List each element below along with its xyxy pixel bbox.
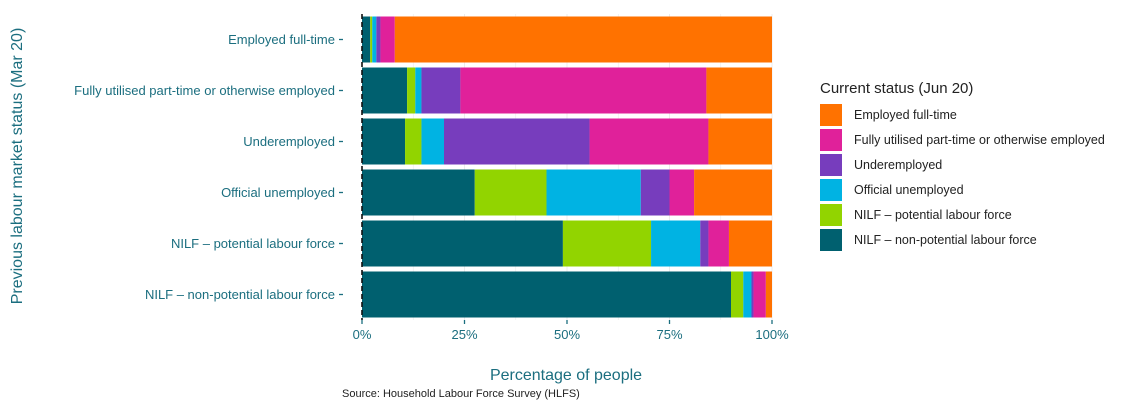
bar-segment	[651, 220, 701, 267]
y-tick-label: Fully utilised part-time or otherwise em…	[74, 83, 335, 98]
legend-swatch	[820, 104, 842, 126]
bar-segment	[380, 16, 395, 63]
bar-segment	[700, 220, 709, 267]
bar-segment	[372, 16, 377, 63]
legend-title: Current status (Jun 20)	[820, 80, 974, 97]
legend-swatch	[820, 154, 842, 176]
x-axis-title: Percentage of people	[490, 367, 642, 384]
y-tick-label: NILF – potential labour force	[171, 236, 335, 251]
bar-segment	[394, 16, 772, 63]
bar-segment	[706, 67, 772, 114]
bar-segment	[370, 16, 373, 63]
legend-swatch	[820, 229, 842, 251]
bar-segment	[362, 118, 406, 165]
x-tick-label: 100%	[755, 327, 789, 342]
legend-item: Employed full-time	[820, 104, 1135, 126]
bar-segment	[562, 220, 652, 267]
bar-segment	[474, 169, 547, 216]
bar-segment	[728, 220, 772, 267]
bar-segment	[362, 169, 475, 216]
bar-segment	[765, 271, 772, 318]
bar-segment	[376, 16, 381, 63]
x-tick-label: 75%	[656, 327, 682, 342]
legend-label: Fully utilised part-time or otherwise em…	[854, 133, 1105, 147]
legend-item: NILF – non-potential labour force	[820, 229, 1135, 251]
bar-segment	[362, 16, 371, 63]
bars	[362, 16, 772, 318]
bar-segment	[460, 67, 707, 114]
bar-segment	[753, 271, 766, 318]
x-tick-label: 0%	[353, 327, 372, 342]
bar-segment	[731, 271, 744, 318]
bar-segment	[405, 118, 422, 165]
legend-item: Official unemployed	[820, 179, 1135, 201]
legend-swatch	[820, 129, 842, 151]
bar-segment	[640, 169, 670, 216]
y-tick-label: Employed full-time	[228, 32, 335, 47]
bar-segment	[421, 118, 444, 165]
y-tick-label: NILF – non-potential labour force	[145, 287, 335, 302]
y-tick-label: Underemployed	[243, 134, 335, 149]
legend-swatch	[820, 204, 842, 226]
bar-segment	[362, 220, 563, 267]
legend: Current status (Jun 20) Employed full-ti…	[820, 80, 1135, 254]
legend-item: Fully utilised part-time or otherwise em…	[820, 129, 1135, 151]
bar-segment	[589, 118, 709, 165]
legend-item: NILF – potential labour force	[820, 204, 1135, 226]
bar-segment	[694, 169, 772, 216]
legend-label: NILF – non-potential labour force	[854, 233, 1037, 247]
source-note: Source: Household Labour Force Survey (H…	[342, 388, 580, 400]
x-tick-label: 25%	[451, 327, 477, 342]
bar-segment	[407, 67, 416, 114]
axes: Employed full-time Fully utilised part-ti…	[74, 14, 789, 342]
x-tick-label: 50%	[554, 327, 580, 342]
bar-segment	[546, 169, 641, 216]
bar-segment	[415, 67, 422, 114]
legend-label: NILF – potential labour force	[854, 208, 1012, 222]
legend-item: Underemployed	[820, 154, 1135, 176]
legend-items: Employed full-time Fully utilised part-ti…	[820, 104, 1135, 251]
bar-segment	[743, 271, 752, 318]
legend-label: Employed full-time	[854, 108, 957, 122]
bar-segment	[708, 118, 772, 165]
bar-segment	[362, 271, 731, 318]
bar-segment	[362, 67, 408, 114]
y-tick-label: Official unemployed	[221, 185, 335, 200]
legend-label: Official unemployed	[854, 183, 964, 197]
bar-segment	[751, 271, 754, 318]
y-axis-title: Previous labour market status (Mar 20)	[9, 28, 26, 305]
legend-label: Underemployed	[854, 158, 943, 172]
bar-segment	[708, 220, 729, 267]
bar-segment	[421, 67, 461, 114]
bar-segment	[444, 118, 590, 165]
legend-swatch	[820, 179, 842, 201]
bar-segment	[669, 169, 695, 216]
